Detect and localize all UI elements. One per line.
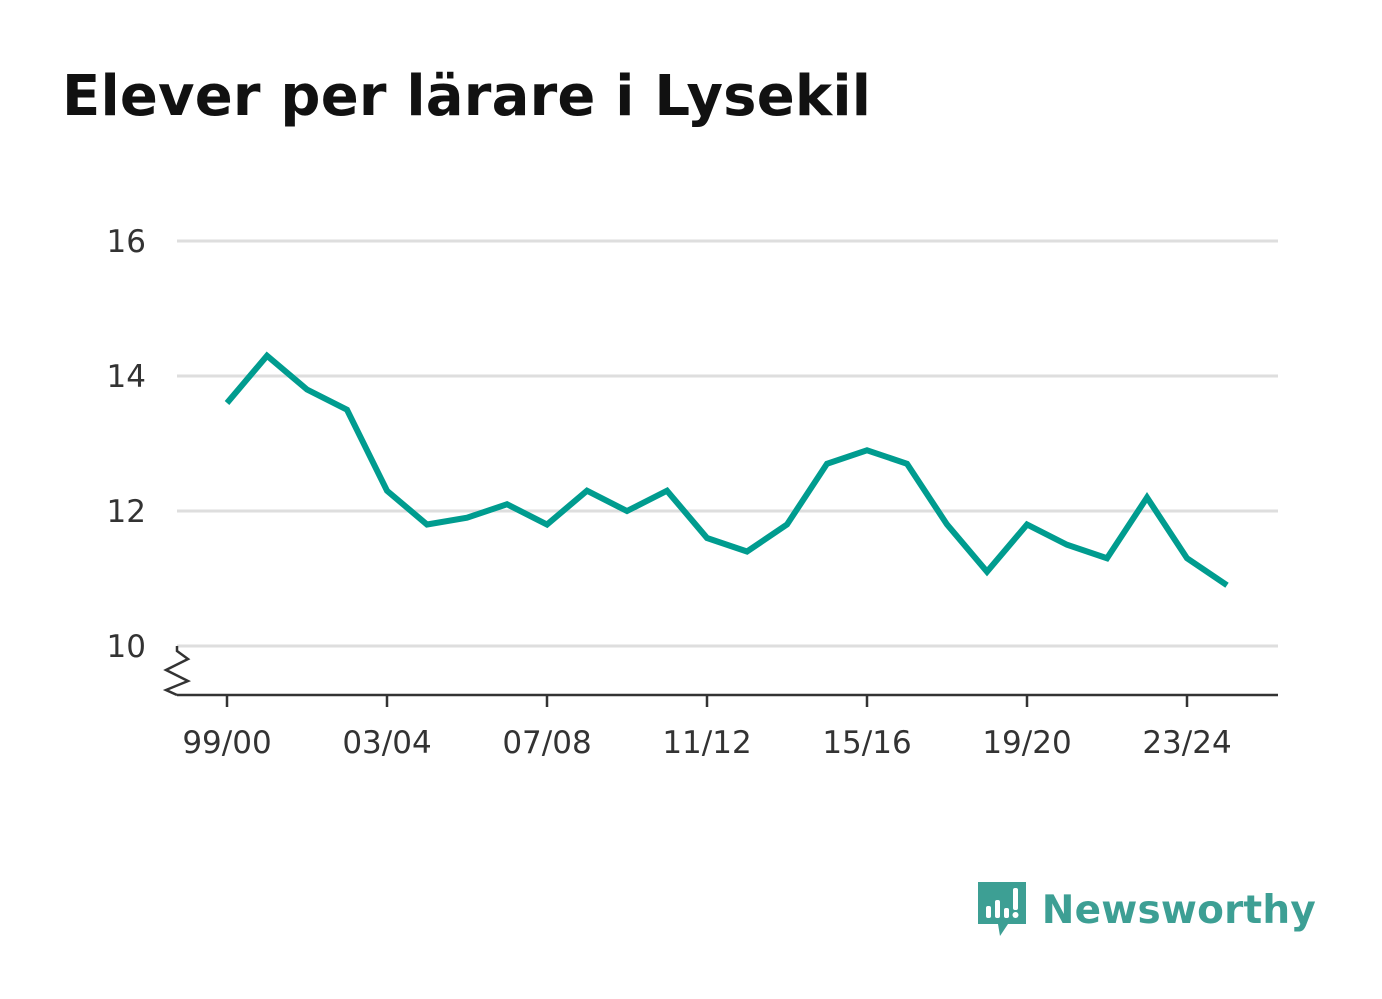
y-tick-label: 16	[107, 224, 146, 260]
x-tick-label: 15/16	[822, 725, 911, 761]
newsworthy-logo-icon	[977, 882, 1026, 936]
x-tick-label: 07/08	[502, 725, 591, 761]
y-axis: 10 12 14 16	[107, 224, 192, 697]
brand-name: Newsworthy	[1041, 887, 1316, 933]
x-tick-label: 11/12	[662, 725, 751, 761]
x-tick-label: 19/20	[982, 725, 1071, 761]
gridlines	[177, 239, 1278, 648]
x-tick-label: 99/00	[182, 725, 271, 761]
x-tick-label: 03/04	[342, 725, 431, 761]
series-line	[224, 351, 1229, 588]
x-axis: 99/00 03/04 07/08 11/12 15/16 19/20 23/24	[177, 693, 1278, 761]
brand: Newsworthy	[976, 880, 1316, 940]
series-layer	[224, 351, 1229, 588]
y-tick-label: 10	[107, 629, 146, 665]
chart-title: Elever per lärare i Lysekil	[62, 64, 872, 129]
y-tick-label: 12	[107, 494, 146, 530]
y-axis-break	[162, 646, 192, 697]
x-tick-label: 23/24	[1142, 725, 1231, 761]
y-tick-label: 14	[107, 359, 146, 395]
